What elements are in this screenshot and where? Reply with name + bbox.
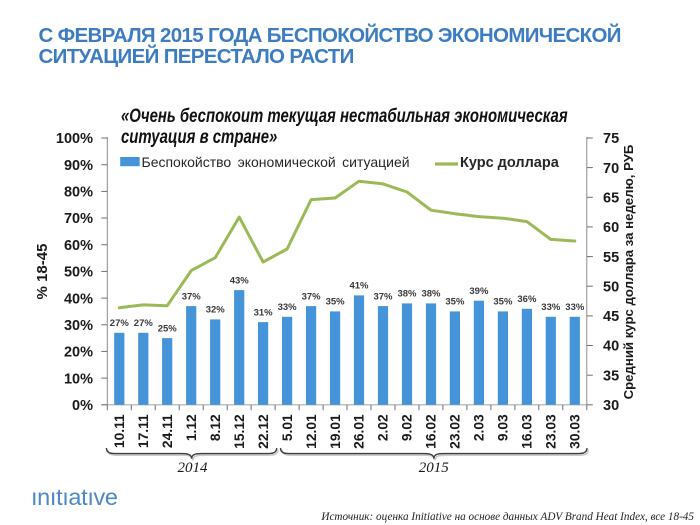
svg-text:23.03: 23.03 (544, 414, 559, 449)
svg-text:10%: 10% (64, 371, 93, 387)
svg-text:65: 65 (603, 191, 619, 207)
svg-text:36%: 36% (517, 294, 537, 305)
svg-text:20%: 20% (64, 345, 93, 361)
svg-text:27%: 27% (110, 318, 130, 329)
svg-text:32%: 32% (206, 305, 226, 316)
svg-text:35%: 35% (326, 297, 346, 308)
svg-text:25%: 25% (158, 323, 178, 334)
svg-text:2015: 2015 (419, 460, 450, 476)
svg-text:37%: 37% (182, 291, 202, 302)
svg-text:90%: 90% (64, 158, 93, 174)
svg-text:26.01: 26.01 (352, 414, 367, 449)
svg-text:35%: 35% (445, 297, 465, 308)
svg-text:43%: 43% (230, 275, 250, 286)
svg-text:31%: 31% (254, 307, 274, 318)
svg-text:2014: 2014 (178, 460, 209, 476)
svg-text:5.01: 5.01 (280, 414, 295, 441)
svg-text:Беспокойство экономической сит: Беспокойство экономической ситуацией (142, 154, 410, 170)
svg-text:0%: 0% (72, 398, 93, 414)
svg-text:40%: 40% (64, 291, 93, 307)
svg-text:60%: 60% (64, 238, 93, 254)
svg-text:22.12: 22.12 (256, 414, 271, 449)
svg-text:38%: 38% (421, 289, 441, 300)
svg-text:33%: 33% (565, 302, 585, 313)
svg-text:33%: 33% (541, 302, 561, 313)
svg-text:55: 55 (603, 250, 619, 266)
svg-text:38%: 38% (397, 289, 417, 300)
svg-text:24.11: 24.11 (160, 414, 175, 448)
svg-text:% 18-45: % 18-45 (34, 244, 51, 300)
svg-text:35: 35 (603, 368, 619, 384)
svg-text:37%: 37% (302, 291, 322, 302)
svg-text:33%: 33% (278, 302, 298, 313)
svg-text:16.03: 16.03 (520, 414, 535, 449)
svg-text:16.02: 16.02 (424, 414, 439, 449)
svg-text:50: 50 (603, 279, 619, 295)
svg-text:12.01: 12.01 (304, 414, 319, 449)
svg-text:45: 45 (603, 309, 619, 325)
svg-text:40: 40 (603, 339, 619, 355)
svg-text:Средний курс доллара за неделю: Средний курс доллара за неделю, РУБ (621, 144, 636, 399)
svg-text:35%: 35% (493, 297, 513, 308)
svg-text:9.03: 9.03 (496, 414, 511, 441)
svg-text:30: 30 (603, 398, 619, 414)
svg-text:39%: 39% (469, 286, 489, 297)
svg-text:2.02: 2.02 (376, 414, 391, 441)
svg-text:41%: 41% (349, 281, 369, 292)
svg-text:100%: 100% (56, 131, 93, 147)
svg-text:27%: 27% (134, 318, 154, 329)
svg-text:2.03: 2.03 (472, 414, 487, 441)
svg-text:75: 75 (603, 131, 619, 147)
svg-text:30%: 30% (64, 318, 93, 334)
svg-text:19.01: 19.01 (328, 414, 343, 449)
svg-text:30.03: 30.03 (568, 414, 583, 449)
svg-text:37%: 37% (373, 291, 393, 302)
svg-text:80%: 80% (64, 185, 93, 201)
svg-text:70%: 70% (64, 211, 93, 227)
svg-text:23.02: 23.02 (448, 414, 463, 449)
svg-text:9.02: 9.02 (400, 414, 415, 441)
svg-text:Курс доллара: Курс доллара (460, 155, 560, 171)
svg-text:10.11: 10.11 (112, 414, 127, 448)
svg-text:8.12: 8.12 (208, 414, 223, 441)
svg-text:50%: 50% (64, 265, 93, 281)
svg-text:17.11: 17.11 (136, 414, 151, 448)
svg-text:15.12: 15.12 (232, 414, 247, 449)
svg-text:70: 70 (603, 161, 619, 177)
svg-text:1.12: 1.12 (184, 414, 199, 441)
svg-text:60: 60 (603, 220, 619, 236)
